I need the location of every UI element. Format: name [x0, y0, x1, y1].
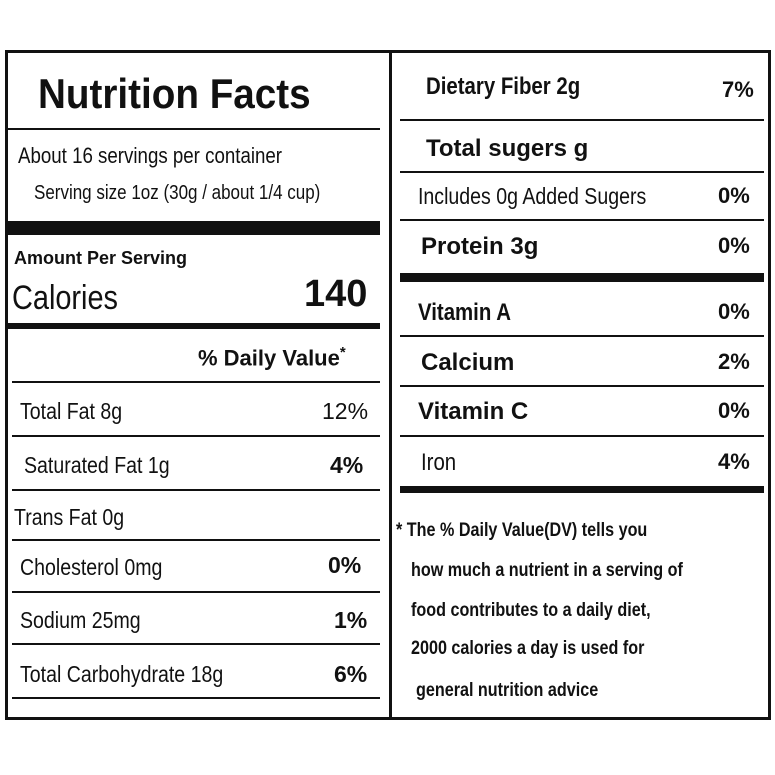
nutrient-name: Dietary Fiber 2g	[426, 73, 581, 100]
amount-per-serving: Amount Per Serving	[14, 248, 188, 268]
serving-size: Serving size 1oz (30g / about 1/4 cup)	[34, 182, 321, 204]
vitamin-name: Vitamin A	[418, 299, 511, 326]
nutrient-dv: 1%	[334, 607, 368, 633]
row-rule	[12, 591, 380, 593]
nutrient-dv: 7%	[722, 77, 754, 102]
row-rule	[12, 489, 380, 491]
daily-value-asterisk: *	[339, 344, 346, 361]
thick-rule-2	[8, 323, 380, 329]
servings-per-container: About 16 servings per container	[18, 143, 283, 168]
label-title: Nutrition Facts	[38, 70, 311, 117]
nutrient-name: Protein 3g	[421, 233, 539, 260]
nutrient-dv: 0%	[718, 233, 750, 258]
nutrient-dv: 0%	[328, 552, 362, 578]
footnote-line: food contributes to a daily diet,	[411, 600, 651, 621]
nutrient-name: Saturated Fat 1g	[24, 452, 170, 478]
calories-value: 140	[304, 273, 368, 315]
vitamin-dv: 4%	[718, 449, 750, 474]
nutrient-dv: 6%	[334, 661, 368, 687]
thick-rule-1	[8, 221, 380, 235]
row-rule	[400, 385, 764, 387]
nutrient-name: Sodium 25mg	[20, 607, 141, 633]
vitamin-name: Calcium	[421, 349, 515, 376]
title-rule	[8, 128, 380, 130]
row-rule	[12, 381, 380, 383]
row-rule	[400, 335, 764, 337]
nutrient-name: Total Fat 8g	[20, 398, 123, 424]
vitamin-dv: 2%	[718, 349, 750, 374]
footnote-line: * The % Daily Value(DV) tells you	[396, 520, 648, 541]
vitamin-dv: 0%	[718, 299, 750, 324]
row-rule	[400, 435, 764, 437]
nutrient-dv: 12%	[322, 398, 369, 424]
thick-rule-3	[400, 273, 764, 282]
thick-rule-4	[400, 486, 764, 493]
column-divider	[389, 53, 392, 717]
nutrient-dv: 4%	[330, 452, 364, 478]
row-rule	[12, 643, 380, 645]
nutrient-name: Cholesterol 0mg	[20, 554, 163, 580]
row-rule	[400, 219, 764, 221]
nutrient-dv: 0%	[718, 183, 750, 208]
vitamin-dv: 0%	[718, 398, 750, 423]
nutrition-facts-label: Nutrition Facts About 16 servings per co…	[5, 50, 771, 720]
vitamin-name: Vitamin C	[418, 398, 529, 425]
row-rule	[400, 119, 764, 121]
nutrient-name: Trans Fat 0g	[14, 504, 125, 530]
footnote-line: how much a nutrient in a serving of	[411, 560, 683, 581]
row-rule	[12, 539, 380, 541]
nutrient-name: Total Carbohydrate 18g	[20, 661, 224, 687]
row-rule	[400, 171, 764, 173]
row-rule	[12, 435, 380, 437]
vitamin-name: Iron	[421, 449, 457, 476]
nutrient-name: Includes 0g Added Sugers	[418, 183, 647, 209]
footnote-line: general nutrition advice	[416, 680, 599, 701]
nutrient-name: Total sugers g	[426, 135, 589, 162]
row-rule	[12, 697, 380, 699]
calories-label: Calories	[12, 279, 119, 317]
footnote-line: 2000 calories a day is used for	[411, 638, 645, 659]
daily-value-header: % Daily Value*	[198, 344, 346, 371]
